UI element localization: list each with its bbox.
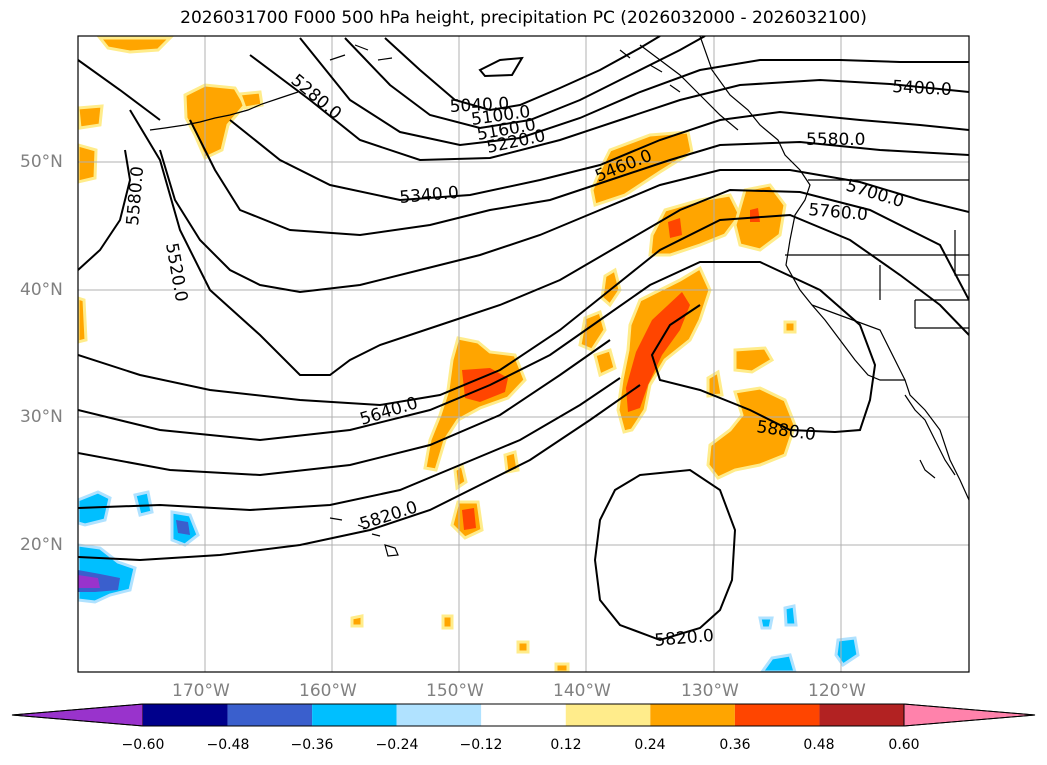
precip-area [237, 90, 264, 110]
colorbar-segment [481, 704, 566, 726]
contour-line [593, 468, 737, 642]
precip-area [783, 604, 798, 627]
precip-area [758, 616, 774, 630]
precip-area [183, 83, 247, 161]
precip-area [453, 462, 468, 491]
precip-area [600, 267, 622, 308]
precip-area [706, 369, 724, 398]
contour-line [299, 37, 969, 147]
contour-line [478, 56, 524, 78]
contour-line [78, 339, 611, 477]
precip-area [648, 193, 742, 257]
contour-label: 5400.0 [892, 77, 952, 100]
lon-label: 150°W [426, 681, 484, 701]
contour-label: 5520.0 [161, 241, 191, 303]
gridlines [78, 36, 969, 672]
precip-area [783, 320, 797, 334]
contour-line [384, 36, 661, 112]
contour-label: 5340.0 [399, 183, 460, 208]
precip-area [834, 636, 860, 668]
contour-line [159, 149, 969, 294]
colorbar-segment [396, 704, 482, 726]
precip-area [593, 348, 617, 378]
colorbar-segment [312, 704, 397, 726]
colorbar-tick-label: −0.24 [375, 737, 419, 753]
colorbar-segment [650, 704, 735, 726]
contour-line [189, 119, 969, 237]
precip-area [441, 614, 454, 630]
contour-label: 5820.0 [654, 626, 715, 651]
colorbar-tick-label: −0.60 [121, 737, 165, 753]
colorbar-tick-label: 0.60 [888, 737, 920, 753]
precip-area [760, 653, 797, 672]
precip-area [78, 296, 88, 344]
precip-area [78, 143, 98, 184]
precip-area [96, 36, 174, 54]
colorbar-segment [143, 704, 228, 726]
precip-area [462, 368, 508, 402]
contour-label: 5640.0 [358, 393, 421, 430]
precip-area [176, 520, 190, 535]
lat-label: 20°N [20, 535, 63, 555]
contour-line [78, 213, 969, 407]
lon-label: 170°W [172, 681, 230, 701]
contour-line [344, 36, 706, 130]
colorbar-segment [227, 704, 313, 726]
contour-label: 5760.0 [808, 200, 869, 225]
colorbar-tick-label: −0.36 [290, 737, 334, 753]
contour-label: 5580.0 [806, 130, 865, 150]
contour-line [229, 110, 969, 202]
lon-label: 160°W [299, 681, 357, 701]
contour-line [249, 54, 969, 162]
lat-label: 50°N [20, 152, 63, 172]
colorbar-segment [565, 704, 651, 726]
contour-line [129, 109, 969, 376]
map-frame [77, 35, 970, 673]
coastlines [149, 36, 969, 557]
contour-line [78, 59, 161, 271]
lat-label: 40°N [20, 280, 63, 300]
precip-area [423, 336, 527, 472]
precip-area [78, 104, 104, 130]
colorbar-outline [11, 703, 1036, 727]
colorbar-tick-label: 0.24 [634, 737, 666, 753]
precip-area [78, 490, 112, 527]
lon-label: 140°W [553, 681, 611, 701]
height-contours [78, 36, 969, 642]
precip-area [554, 662, 570, 672]
plot-title: 2026031700 F000 500 hPa height, precipit… [180, 8, 867, 28]
colorbar-tick-label: −0.48 [206, 737, 250, 753]
precip-area [78, 575, 100, 588]
colorbar-tick-label: 0.12 [550, 737, 582, 753]
colorbar-segment [734, 704, 820, 726]
lon-label: 130°W [681, 681, 739, 701]
colorbar-tick-label: 0.36 [719, 737, 751, 753]
contour-line [78, 377, 621, 512]
precip-area [733, 346, 775, 374]
colorbar-tick-label: 0.48 [803, 737, 835, 753]
contour-line [78, 384, 641, 562]
precip-area [668, 218, 682, 238]
colorbar [11, 703, 1036, 727]
colorbar-extend-high [903, 703, 1036, 727]
contour-label: 5280.0 [287, 71, 345, 125]
contour-label: 5580.0 [123, 165, 148, 226]
lat-label: 30°N [20, 407, 63, 427]
precip-area [462, 508, 476, 530]
precip-shading [78, 36, 860, 672]
contour-label: 5040.0 [449, 94, 509, 117]
precip-area [350, 614, 364, 628]
contour-label: 5820.0 [357, 497, 420, 534]
colorbar-extend-low [11, 703, 144, 727]
precip-area [133, 490, 154, 517]
lon-label: 120°W [808, 681, 866, 701]
colorbar-tick-label: −0.12 [459, 737, 503, 753]
contour-line [78, 261, 877, 442]
colorbar-segment [819, 704, 904, 726]
precip-area [706, 386, 797, 480]
precip-area [516, 640, 530, 654]
